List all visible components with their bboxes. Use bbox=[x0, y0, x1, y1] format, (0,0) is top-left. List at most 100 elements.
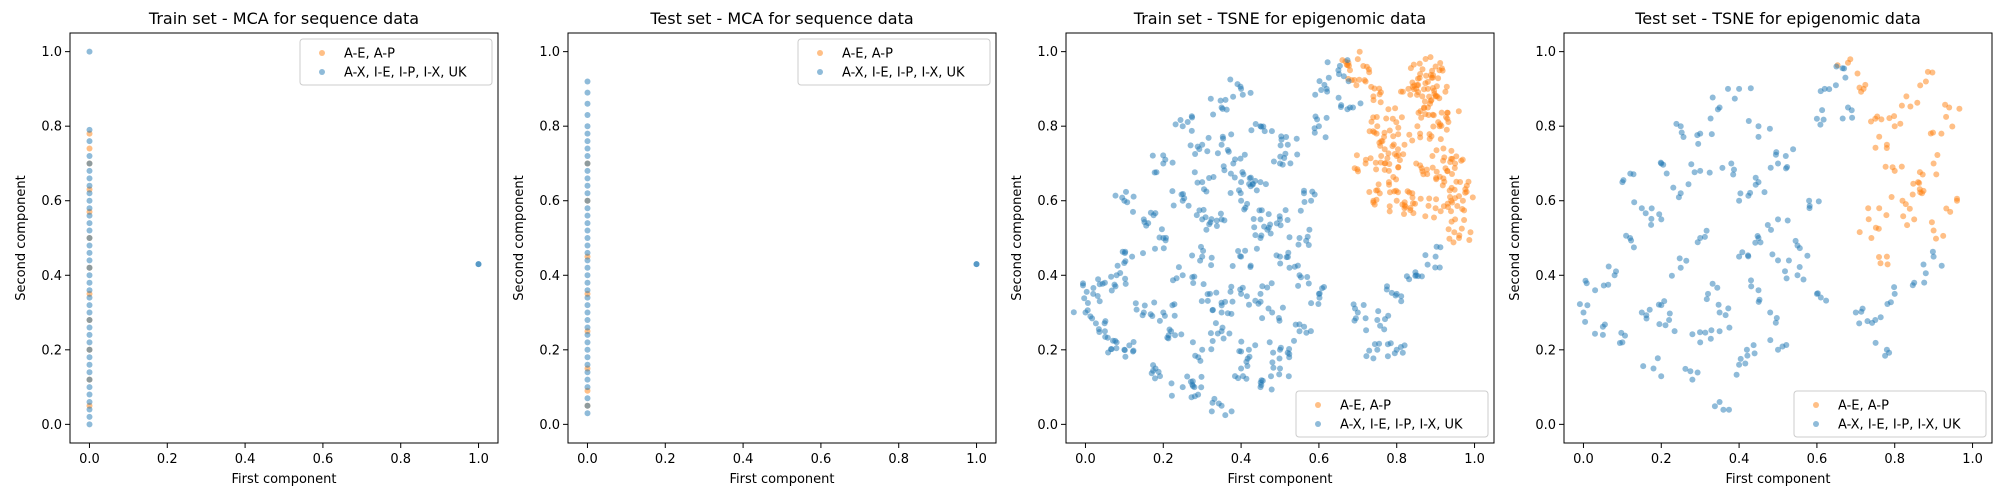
data-point bbox=[86, 361, 93, 368]
data-point bbox=[1354, 56, 1361, 63]
data-point bbox=[1124, 199, 1131, 206]
data-point bbox=[1305, 280, 1312, 287]
x-tick-label: 0.8 bbox=[1386, 452, 1407, 467]
data-point bbox=[1378, 153, 1385, 159]
data-point bbox=[1707, 115, 1714, 122]
data-point bbox=[1284, 217, 1291, 223]
data-point bbox=[1685, 181, 1692, 188]
data-point bbox=[1714, 106, 1721, 113]
data-point bbox=[584, 138, 591, 145]
data-point bbox=[1930, 129, 1936, 136]
data-point bbox=[1666, 317, 1673, 323]
data-point bbox=[1105, 349, 1112, 356]
data-point bbox=[1150, 362, 1157, 369]
data-point bbox=[1252, 297, 1259, 304]
data-point bbox=[1295, 241, 1302, 248]
data-point bbox=[1385, 312, 1392, 319]
data-point bbox=[1232, 156, 1238, 163]
data-point bbox=[1656, 321, 1663, 328]
data-point bbox=[1156, 317, 1163, 324]
data-point bbox=[1222, 412, 1229, 419]
data-point bbox=[584, 227, 591, 234]
data-point bbox=[86, 212, 93, 219]
data-point bbox=[1224, 310, 1231, 317]
y-tick-label: 0.2 bbox=[539, 343, 560, 358]
data-point bbox=[1410, 200, 1416, 207]
data-point bbox=[1204, 148, 1211, 155]
data-point bbox=[1377, 322, 1384, 329]
data-point bbox=[1883, 145, 1890, 151]
data-point bbox=[1443, 83, 1450, 90]
data-point bbox=[1297, 207, 1304, 214]
data-point bbox=[1336, 62, 1343, 69]
data-point bbox=[1151, 169, 1158, 176]
data-point bbox=[1395, 152, 1402, 158]
x-tick-label: 0.2 bbox=[1153, 452, 1174, 467]
data-point bbox=[86, 220, 93, 227]
data-point bbox=[1189, 378, 1196, 385]
data-point bbox=[1768, 226, 1774, 233]
legend-marker bbox=[319, 69, 325, 75]
data-point bbox=[1739, 249, 1746, 256]
data-point bbox=[1705, 290, 1711, 297]
data-point bbox=[1351, 77, 1358, 83]
data-point bbox=[1670, 184, 1677, 191]
data-point bbox=[1227, 76, 1234, 83]
data-point bbox=[1090, 290, 1097, 297]
data-point bbox=[1338, 102, 1345, 109]
data-point bbox=[1708, 131, 1715, 138]
y-tick-label: 0.4 bbox=[41, 269, 62, 284]
data-point bbox=[1251, 224, 1258, 231]
data-point bbox=[584, 190, 591, 197]
data-point bbox=[1356, 48, 1363, 55]
data-point bbox=[1907, 103, 1914, 110]
data-point bbox=[1141, 302, 1148, 309]
data-point bbox=[1311, 191, 1318, 198]
data-point bbox=[1268, 280, 1275, 287]
data-point bbox=[1655, 301, 1662, 308]
data-point bbox=[1374, 346, 1381, 353]
data-point bbox=[1273, 252, 1280, 259]
data-point bbox=[1455, 108, 1462, 115]
data-point bbox=[1430, 123, 1437, 130]
data-point bbox=[1883, 212, 1890, 219]
data-point bbox=[1259, 315, 1266, 322]
data-point bbox=[1171, 301, 1178, 308]
data-point bbox=[1284, 254, 1291, 260]
data-point bbox=[1467, 229, 1474, 236]
data-point bbox=[1436, 264, 1443, 271]
data-point bbox=[1425, 202, 1432, 209]
data-point bbox=[86, 376, 93, 383]
data-point bbox=[1448, 184, 1455, 191]
data-point bbox=[1419, 66, 1426, 73]
data-point bbox=[1252, 232, 1259, 239]
data-point bbox=[1726, 324, 1733, 331]
data-point bbox=[1314, 116, 1321, 123]
data-point bbox=[1748, 283, 1755, 290]
data-point bbox=[1277, 260, 1284, 267]
x-tick-label: 1.0 bbox=[468, 452, 489, 467]
data-point bbox=[1237, 83, 1244, 90]
data-point bbox=[1600, 282, 1607, 289]
data-point bbox=[1677, 264, 1684, 271]
data-point bbox=[1238, 197, 1245, 204]
data-point bbox=[1305, 242, 1312, 248]
data-point bbox=[1220, 163, 1227, 170]
data-point bbox=[1401, 211, 1407, 217]
data-point bbox=[1457, 179, 1464, 185]
y-tick-label: 0.0 bbox=[41, 418, 62, 433]
data-point bbox=[1259, 283, 1266, 290]
data-point bbox=[1767, 164, 1774, 171]
data-point bbox=[1714, 284, 1721, 291]
data-point bbox=[1170, 277, 1176, 284]
x-tick-label: 0.8 bbox=[888, 452, 909, 467]
data-point bbox=[973, 261, 980, 268]
data-point bbox=[86, 309, 93, 316]
data-point bbox=[86, 287, 93, 294]
data-point bbox=[1170, 202, 1177, 209]
data-point bbox=[1884, 301, 1891, 307]
data-point bbox=[1123, 188, 1129, 195]
data-point bbox=[1395, 164, 1402, 171]
data-point bbox=[1916, 169, 1923, 176]
data-point bbox=[1916, 180, 1923, 186]
